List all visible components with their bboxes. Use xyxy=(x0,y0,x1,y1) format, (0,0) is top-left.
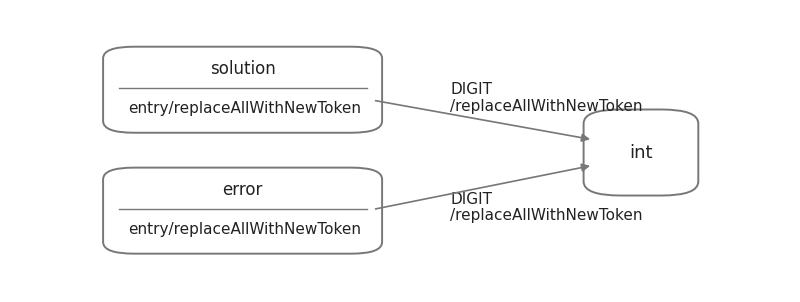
Text: int: int xyxy=(630,143,653,162)
Text: entry/replaceAllWithNewToken: entry/replaceAllWithNewToken xyxy=(128,101,361,116)
Text: solution: solution xyxy=(210,60,275,78)
Text: DIGIT: DIGIT xyxy=(450,191,492,207)
Text: DIGIT: DIGIT xyxy=(450,82,492,97)
FancyBboxPatch shape xyxy=(584,110,698,195)
Text: /replaceAllWithNewToken: /replaceAllWithNewToken xyxy=(450,208,643,223)
Text: /replaceAllWithNewToken: /replaceAllWithNewToken xyxy=(450,98,643,114)
FancyBboxPatch shape xyxy=(103,168,382,254)
FancyBboxPatch shape xyxy=(103,47,382,133)
Text: error: error xyxy=(222,181,262,199)
Text: entry/replaceAllWithNewToken: entry/replaceAllWithNewToken xyxy=(128,222,361,237)
